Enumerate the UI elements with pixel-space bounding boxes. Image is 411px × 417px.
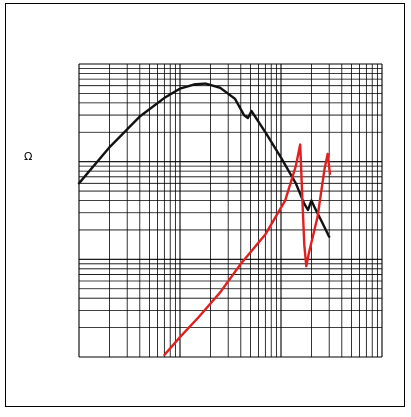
series-line-red xyxy=(163,143,332,357)
series-line-black xyxy=(77,82,331,238)
grid xyxy=(78,63,383,358)
series-group xyxy=(77,82,332,357)
y-axis-label: Ω xyxy=(24,150,33,163)
chart-frame xyxy=(5,3,405,407)
